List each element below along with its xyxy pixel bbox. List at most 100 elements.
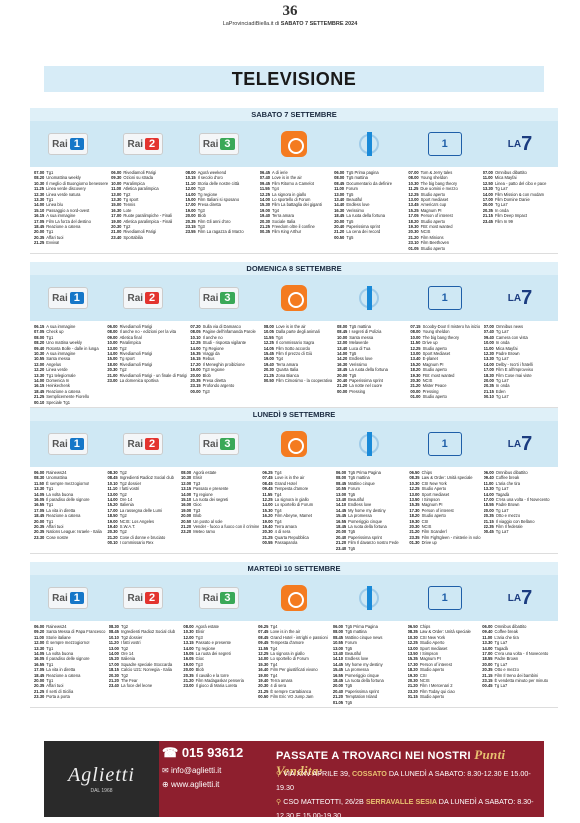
program-title: Pagine dell'infamanda Parole: [202, 329, 256, 335]
program-title: È sempre Cartabianca: [270, 688, 312, 694]
program-row: 16.55 Pomeriggio cinque: [336, 519, 406, 524]
program-title: I fatti vostri: [120, 640, 141, 646]
program-row: 20.00 Tg5: [336, 529, 406, 534]
program-time: 14.00: [262, 502, 273, 508]
program-row: 20.35 Presa diretta: [190, 378, 260, 383]
program-row: 18.15 Calcio U21: Norvegia - Italia: [109, 667, 181, 672]
program-time: 20.30: [263, 367, 274, 373]
masthead-date: SABATO 7 SETTEMBRE 2024: [280, 21, 358, 27]
program-row: 17.00 La rassegna delle Lumi: [107, 508, 177, 513]
program-row: 20.35 Otto e mezzo: [482, 667, 554, 672]
program-title: Tg La7: [495, 394, 509, 400]
program-title: La ruota della fortuna: [349, 367, 388, 373]
program-time: 06.50: [407, 624, 418, 629]
program-time: 21.25: [34, 394, 45, 400]
program-title: Grand Hotel: [274, 480, 297, 486]
program-row: 17.00 Presa diretta: [185, 202, 256, 207]
channel-schedule: 06.25 Tg4 07.45 Love is in the air 08.45 Gran…: [258, 624, 330, 705]
program-row: 21.00 Rivediamoli Parigi - un finale di P…: [107, 373, 187, 378]
program-title: CSI New York: [419, 634, 446, 640]
program-title: Magnum PI: [422, 361, 444, 367]
program-title: Viaggi da: [202, 351, 220, 357]
program-title: Tg5 Prima pagina: [346, 170, 379, 175]
program-row: 00.10 I commissario Rex: [107, 540, 177, 545]
program-title: Tg1: [46, 170, 54, 175]
program-row: 15.00 Film Italiani si sposano: [185, 197, 256, 202]
program-row: 18.45 La ruota della fortuna: [337, 367, 407, 372]
program-row: 19.00 Tg3 regione: [190, 367, 260, 372]
program-row: 19.30 FBI: most wanted: [410, 373, 480, 378]
program-time: 20.00: [334, 218, 345, 224]
program-row: 20.00 Blob: [181, 513, 259, 518]
program-title: Tg5 mattina: [348, 475, 370, 481]
program-title: Love is in the air: [272, 175, 302, 181]
program-row: 13.30 Tg La7: [484, 356, 554, 361]
program-time: 15.45: [335, 513, 347, 519]
program-time: 13.30: [34, 486, 45, 492]
program-time: 08.45: [337, 329, 348, 335]
program-row: 08.00 Agorà estate: [183, 624, 255, 629]
program-title: Drive up: [422, 340, 438, 346]
program-row: 16.35 Viaggi da: [190, 351, 260, 356]
program-time: 18.20: [410, 367, 421, 373]
program-row: 16.20 Film Abeyne, Mamet: [262, 513, 332, 518]
program-time: 19.00: [259, 207, 271, 213]
program-time: 20.35: [482, 207, 493, 213]
program-time: 00.50: [258, 694, 269, 700]
program-row: 13.30 Tg1: [34, 486, 104, 491]
program-title: Sportabilia: [123, 234, 143, 240]
program-row: 23.00 Il gioco di Maria Loreta: [183, 683, 255, 688]
program-time: 12.30: [34, 191, 45, 197]
program-title: Rivediamoli Parigi: [119, 351, 153, 357]
advertisement[interactable]: Aglietti DAL 1968 ☎ 015 93612 ✉ info@agl…: [44, 741, 544, 820]
program-time: 20.00: [483, 378, 494, 384]
program-time: 17.00: [483, 497, 494, 503]
program-title: My home my destiny: [345, 661, 383, 667]
program-row: 12.25 La signora in giallo: [260, 192, 331, 197]
program-time: 14.45: [332, 661, 344, 667]
program-row: 18.45 La ruota della fortuna: [333, 678, 405, 683]
program-time: 20.00: [482, 661, 493, 667]
program-row: 10.30 The big bang theory: [408, 181, 479, 186]
program-time: 17.30: [407, 661, 418, 667]
program-row: 20.30 Tg2: [107, 529, 177, 534]
program-time: 13.00: [332, 645, 344, 651]
program-row: 20.30 NCIS: [408, 229, 479, 234]
program-row: 15.45 Film Il prezzo di Giù: [264, 351, 334, 356]
program-time: 12.25: [263, 340, 274, 346]
program-time: 10.30: [183, 629, 194, 635]
program-time: 19.40: [107, 524, 118, 530]
program-title: Rivediamoli Parigi: [119, 361, 153, 367]
program-title: Tg4: [275, 356, 284, 362]
program-title: Studio aperto: [422, 394, 447, 400]
program-row: 16.30 Verissimo: [337, 362, 407, 367]
program-title: A sua immagine: [46, 324, 76, 329]
channel-logo: LA 7: [490, 126, 550, 162]
program-title: Tg3: [193, 480, 201, 486]
program-row: 20.00 Tg1: [34, 229, 108, 234]
program-time: 11.00: [482, 175, 493, 181]
store-list: ⚲ VIA XXV APRILE 39, COSSATO DA LUNEDÌ A …: [276, 767, 544, 823]
program-row: 12.00 È sempre mezzogiorno!: [34, 640, 106, 645]
program-time: 06.00: [483, 470, 494, 475]
ad-web[interactable]: www.aglietti.it: [170, 780, 220, 789]
program-time: 18.55: [482, 656, 493, 662]
program-title: Italienia: [119, 502, 134, 508]
program-title: Tg1: [46, 645, 54, 651]
program-time: 21.20: [410, 383, 421, 389]
program-title: Ingredienti Radio2 Social club: [120, 629, 176, 635]
channel-logo: Rai 1: [38, 126, 98, 162]
program-row: 21.20 Mister Peace: [410, 383, 480, 388]
program-time: 16.30: [337, 361, 348, 367]
program-title: NCIS: [422, 378, 433, 384]
program-title: Film La forza del destino: [46, 218, 91, 224]
program-row: 00.50 Film Cimosimo - la cooperativa: [264, 378, 334, 383]
program-time: 19.30: [408, 224, 419, 230]
program-time: 21.20: [334, 229, 345, 235]
program-row: 16.15 Rebus: [190, 356, 260, 361]
program-row: 13.40 Beautiful: [334, 197, 405, 202]
program-row: 11.00 Atletica paralimpica: [111, 186, 182, 191]
program-time: 21.15: [483, 518, 494, 524]
program-title: Tg2: [119, 367, 127, 373]
program-row: 10.55 Santa messa: [34, 356, 104, 361]
